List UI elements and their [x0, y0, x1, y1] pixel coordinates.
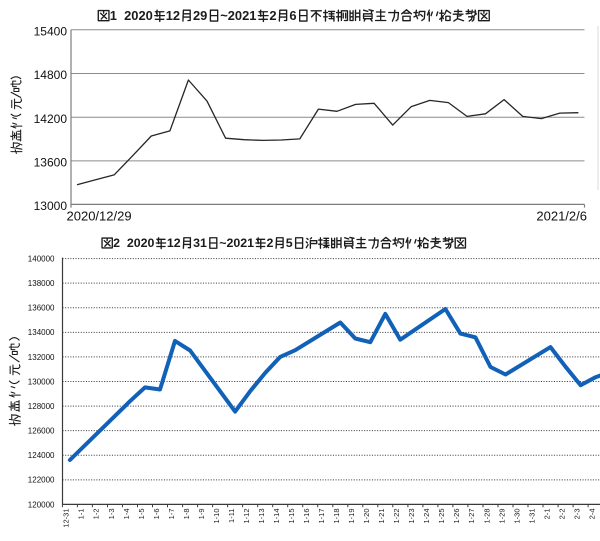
svg-text:1-12: 1-12	[242, 509, 251, 524]
svg-text:126000: 126000	[28, 427, 55, 436]
svg-text:~2021: ~2021	[219, 236, 254, 250]
svg-text:138000: 138000	[28, 279, 55, 288]
svg-text:~2021: ~2021	[220, 8, 256, 23]
svg-text:1-16: 1-16	[302, 509, 311, 524]
svg-text:14800: 14800	[34, 68, 68, 82]
svg-text:2 2020: 2 2020	[113, 236, 154, 250]
svg-text:1-8: 1-8	[182, 509, 191, 520]
svg-text:1-4: 1-4	[122, 509, 131, 520]
svg-text:1-27: 1-27	[467, 509, 476, 524]
svg-text:2021/2/6: 2021/2/6	[536, 209, 587, 224]
svg-text:136000: 136000	[28, 304, 55, 313]
svg-text:1-31: 1-31	[527, 509, 536, 524]
svg-text:5: 5	[286, 236, 293, 250]
svg-text:2-2: 2-2	[557, 509, 566, 520]
svg-text:2: 2	[269, 8, 276, 23]
svg-text:1-10: 1-10	[212, 509, 221, 524]
svg-text:12-31: 12-31	[62, 509, 71, 528]
svg-text:2-4: 2-4	[587, 509, 596, 520]
svg-text:2020/12/29: 2020/12/29	[67, 209, 132, 224]
svg-text:1-11: 1-11	[227, 509, 236, 523]
svg-text:29: 29	[193, 8, 207, 23]
svg-text:1-9: 1-9	[197, 509, 206, 520]
svg-text:1-20: 1-20	[362, 509, 371, 524]
svg-text:1-5: 1-5	[137, 509, 146, 520]
svg-text:1-22: 1-22	[392, 509, 401, 524]
svg-text:1-29: 1-29	[497, 509, 506, 524]
svg-text:1-26: 1-26	[452, 509, 461, 524]
svg-text:1-17: 1-17	[317, 509, 326, 524]
svg-text:15400: 15400	[34, 24, 68, 38]
svg-text:1-19: 1-19	[347, 509, 356, 524]
svg-text:140000: 140000	[28, 255, 55, 264]
svg-text:6: 6	[289, 8, 296, 23]
svg-text:13000: 13000	[34, 199, 68, 213]
svg-text:1-23: 1-23	[407, 509, 416, 524]
svg-text:1-14: 1-14	[272, 509, 281, 524]
svg-text:1-1: 1-1	[77, 509, 86, 520]
svg-text:1-25: 1-25	[437, 509, 446, 524]
svg-text:1-2: 1-2	[92, 509, 101, 520]
svg-text:1 2020: 1 2020	[110, 8, 153, 23]
svg-text:1-15: 1-15	[287, 509, 296, 524]
svg-text:12: 12	[166, 8, 180, 23]
svg-text:2: 2	[266, 236, 273, 250]
svg-text:31: 31	[193, 236, 207, 250]
svg-text:124000: 124000	[28, 451, 55, 460]
svg-text:1-21: 1-21	[377, 509, 386, 524]
svg-text:1-3: 1-3	[107, 509, 116, 520]
svg-text:1-18: 1-18	[332, 509, 341, 524]
svg-text:1-24: 1-24	[422, 509, 431, 524]
svg-text:2-3: 2-3	[572, 509, 581, 520]
svg-text:1-13: 1-13	[257, 509, 266, 524]
svg-text:120000: 120000	[28, 500, 55, 509]
svg-text:1-28: 1-28	[482, 509, 491, 524]
svg-text:14200: 14200	[34, 112, 68, 126]
svg-text:1-7: 1-7	[167, 509, 176, 520]
svg-text:1-6: 1-6	[152, 509, 161, 520]
svg-text:128000: 128000	[28, 402, 55, 411]
svg-text:1-30: 1-30	[512, 509, 521, 524]
svg-text:130000: 130000	[28, 377, 55, 386]
svg-text:2-1: 2-1	[542, 509, 551, 520]
svg-text:13600: 13600	[34, 156, 68, 170]
svg-text:134000: 134000	[28, 328, 55, 337]
svg-text:132000: 132000	[28, 353, 55, 362]
svg-text:122000: 122000	[28, 476, 55, 485]
svg-text:12: 12	[167, 236, 181, 250]
